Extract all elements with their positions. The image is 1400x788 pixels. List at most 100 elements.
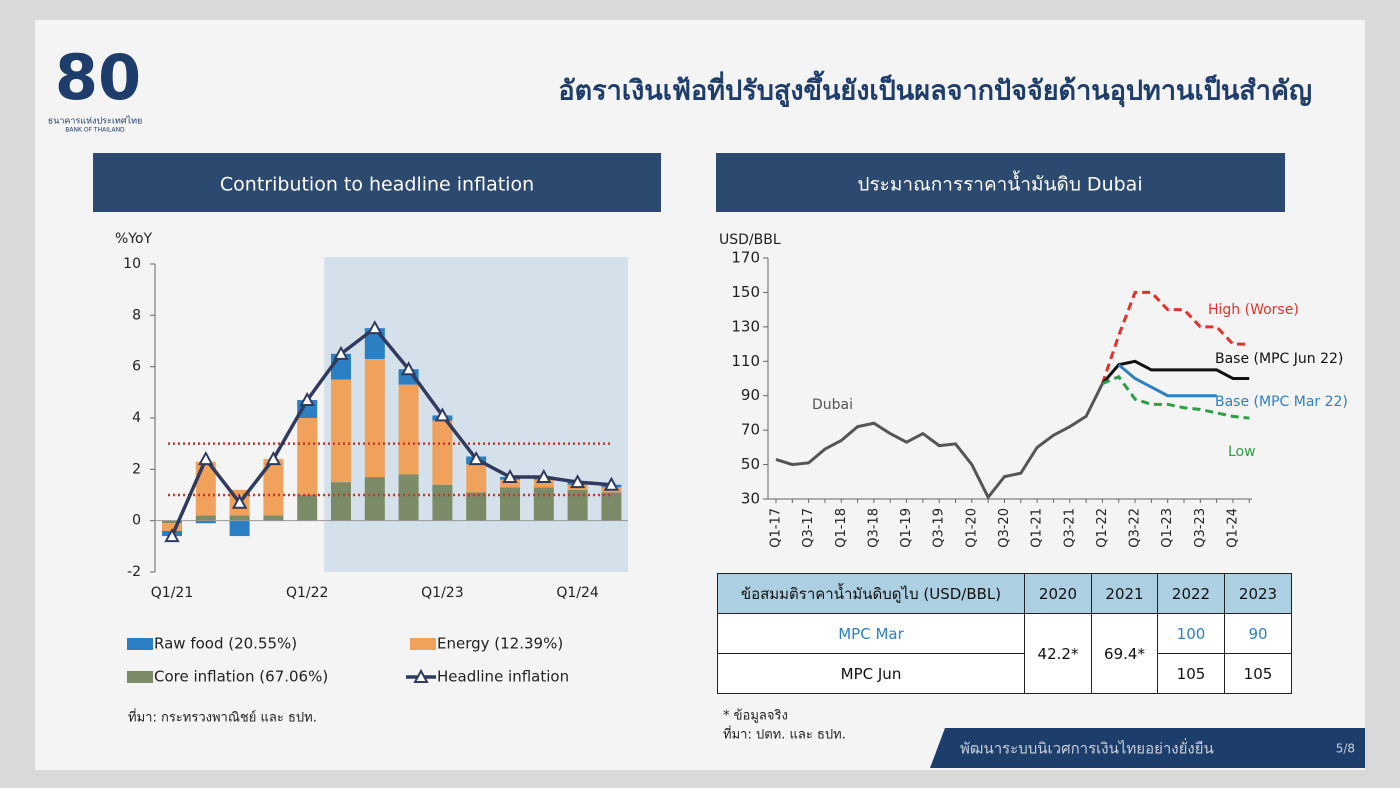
footer-band: [930, 728, 1365, 768]
x-tick-label: Q1-21: [1030, 508, 1045, 548]
x-tick-label: Q1-22: [1095, 508, 1110, 548]
logo-number: 80: [55, 41, 141, 114]
bar-segment: [533, 479, 554, 488]
logo-name-th: ธนาคารแห่งประเทศไทย: [48, 116, 143, 127]
y-tick-label: -2: [127, 564, 141, 580]
series-label: Low: [1228, 444, 1256, 460]
table-cell: 100: [1157, 613, 1225, 654]
bar-segment: [364, 477, 385, 521]
chart-title: ประมาณการราคาน้ำมันดิบ Dubai: [857, 171, 1142, 196]
x-tick-label: Q1-23: [1160, 508, 1175, 548]
bar-segment: [466, 492, 487, 521]
table-header: ข้อสมมติราคาน้ำมันดิบดูไบ (USD/BBL) 2020…: [717, 573, 1292, 614]
table-cell: 105: [1224, 653, 1292, 694]
y-tick-label: 70: [741, 421, 760, 439]
bar-segment: [364, 358, 385, 478]
table-cell: 42.2*: [1024, 613, 1092, 694]
bar-segment: [466, 464, 487, 493]
headline-marker: [231, 494, 248, 509]
legend-marker: [413, 668, 429, 683]
legend-label: Core inflation (67.06%): [154, 668, 328, 686]
headline-marker: [603, 476, 620, 491]
bar-segment: [229, 515, 250, 521]
bar-segment: [432, 484, 453, 521]
bar-segment: [195, 515, 216, 521]
assumption-table: ข้อสมมติราคาน้ำมันดิบดูไบ (USD/BBL) 2020…: [717, 573, 1292, 694]
chart-header: [716, 153, 1285, 212]
series-line: [1101, 374, 1250, 420]
table-cell: 69.4*: [1091, 613, 1158, 694]
table-header-cell: 2023: [1224, 573, 1292, 614]
y-tick-label: 0: [132, 513, 141, 529]
headline-marker: [400, 361, 417, 376]
x-tick-label: Q1/22: [286, 585, 328, 601]
x-tick-label: Q1/23: [421, 585, 463, 601]
x-tick-label: Q1-20: [964, 508, 979, 548]
y-tick-label: 130: [731, 317, 760, 335]
table-header-cell: ข้อสมมติราคาน้ำมันดิบดูไบ (USD/BBL): [717, 573, 1025, 614]
bar-segment: [567, 489, 588, 521]
legend-label: Energy (12.39%): [437, 635, 563, 653]
x-tick-label: Q1/24: [556, 585, 599, 601]
headline-marker: [164, 527, 180, 543]
x-tick-label: Q3-20: [997, 508, 1012, 548]
x-tick-label: Q3-18: [866, 508, 881, 548]
bar-segment: [533, 487, 554, 521]
headline-marker: [434, 407, 451, 422]
y-tick-label: 4: [132, 410, 141, 426]
headline-marker: [299, 391, 315, 407]
series-label: Dubai: [812, 397, 853, 413]
headline-marker: [536, 468, 552, 484]
x-tick-label: Q1-19: [899, 508, 914, 548]
y-tick-label: 6: [132, 359, 141, 375]
slide-title: อัตราเงินเฟ้อที่ปรับสูงขึ้นยังเป็นผลจากป…: [558, 70, 1312, 108]
y-tick-label: 8: [132, 307, 141, 323]
bar-segment: [297, 495, 318, 521]
bar-segment: [263, 459, 284, 516]
bar-segment: [398, 384, 419, 475]
y-tick-label: 150: [731, 283, 760, 301]
headline-marker: [502, 468, 518, 484]
footnote: * ข้อมูลจริง: [723, 709, 788, 724]
y-tick-label: 50: [741, 455, 760, 473]
page-number: 5/8: [1336, 742, 1355, 756]
x-tick-label: Q1-18: [834, 508, 849, 548]
table-header-cell: 2021: [1091, 573, 1158, 614]
bar-segment: [432, 420, 453, 485]
series-line: [1101, 359, 1250, 385]
x-tick-label: Q3-19: [932, 508, 947, 548]
table-cell: MPC Jun: [717, 653, 1025, 694]
legend-swatch: [127, 638, 153, 650]
series-line: [775, 382, 1104, 501]
chart-title: Contribution to headline inflation: [220, 174, 534, 196]
x-tick-label: Q1-24: [1225, 508, 1240, 548]
y-tick-label: 2: [132, 461, 141, 477]
y-tick-label: 110: [731, 352, 760, 370]
table-row: MPC Mar 42.2* 69.4* 100 90: [717, 613, 1292, 694]
headline-marker: [333, 345, 349, 360]
x-tick-label: Q1-17: [769, 508, 784, 548]
x-tick-label: Q1/21: [151, 585, 193, 601]
y-tick-label: 30: [741, 490, 760, 508]
y-tick-label: 170: [731, 249, 760, 267]
series-label: Base (MPC Mar 22): [1215, 394, 1348, 410]
headline-marker: [569, 474, 586, 489]
bar-segment: [601, 492, 622, 521]
table-row: MPC Jun 105 105: [717, 653, 1292, 694]
bar-segment: [297, 418, 318, 495]
series-label: High (Worse): [1208, 302, 1299, 318]
legend-swatch: [127, 671, 153, 683]
table-cell: 105: [1157, 653, 1225, 694]
headline-line: [170, 325, 612, 537]
bar-segment: [162, 520, 182, 524]
bar-segment: [162, 523, 182, 531]
bar-segment: [263, 515, 284, 521]
x-tick-label: Q3-23: [1193, 508, 1208, 548]
bar-segment: [331, 379, 351, 483]
table-header-cell: 2022: [1157, 573, 1225, 614]
series-label: Base (MPC Jun 22): [1215, 351, 1343, 367]
x-tick-label: Q3-17: [801, 508, 816, 548]
bar-segment: [195, 461, 216, 516]
